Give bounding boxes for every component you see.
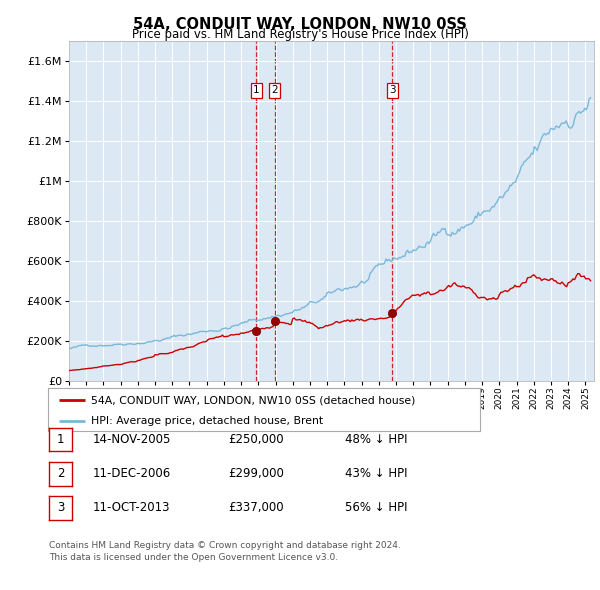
Text: 1: 1: [57, 433, 64, 446]
Text: 54A, CONDUIT WAY, LONDON, NW10 0SS (detached house): 54A, CONDUIT WAY, LONDON, NW10 0SS (deta…: [91, 395, 416, 405]
Text: 1: 1: [253, 86, 259, 96]
Text: 54A, CONDUIT WAY, LONDON, NW10 0SS: 54A, CONDUIT WAY, LONDON, NW10 0SS: [133, 17, 467, 31]
Text: 11-OCT-2013: 11-OCT-2013: [93, 502, 170, 514]
Text: 3: 3: [57, 502, 64, 514]
Text: Price paid vs. HM Land Registry's House Price Index (HPI): Price paid vs. HM Land Registry's House …: [131, 28, 469, 41]
Text: HPI: Average price, detached house, Brent: HPI: Average price, detached house, Bren…: [91, 417, 323, 427]
Text: 11-DEC-2006: 11-DEC-2006: [93, 467, 171, 480]
Text: 43% ↓ HPI: 43% ↓ HPI: [345, 467, 407, 480]
Text: 56% ↓ HPI: 56% ↓ HPI: [345, 502, 407, 514]
Text: 14-NOV-2005: 14-NOV-2005: [93, 433, 172, 446]
Text: 2: 2: [57, 467, 64, 480]
Text: £299,000: £299,000: [228, 467, 284, 480]
Text: £250,000: £250,000: [228, 433, 284, 446]
Text: 3: 3: [389, 86, 395, 96]
Text: Contains HM Land Registry data © Crown copyright and database right 2024.: Contains HM Land Registry data © Crown c…: [49, 541, 401, 550]
Text: This data is licensed under the Open Government Licence v3.0.: This data is licensed under the Open Gov…: [49, 553, 338, 562]
Text: 2: 2: [271, 86, 278, 96]
Text: 48% ↓ HPI: 48% ↓ HPI: [345, 433, 407, 446]
Text: £337,000: £337,000: [228, 502, 284, 514]
